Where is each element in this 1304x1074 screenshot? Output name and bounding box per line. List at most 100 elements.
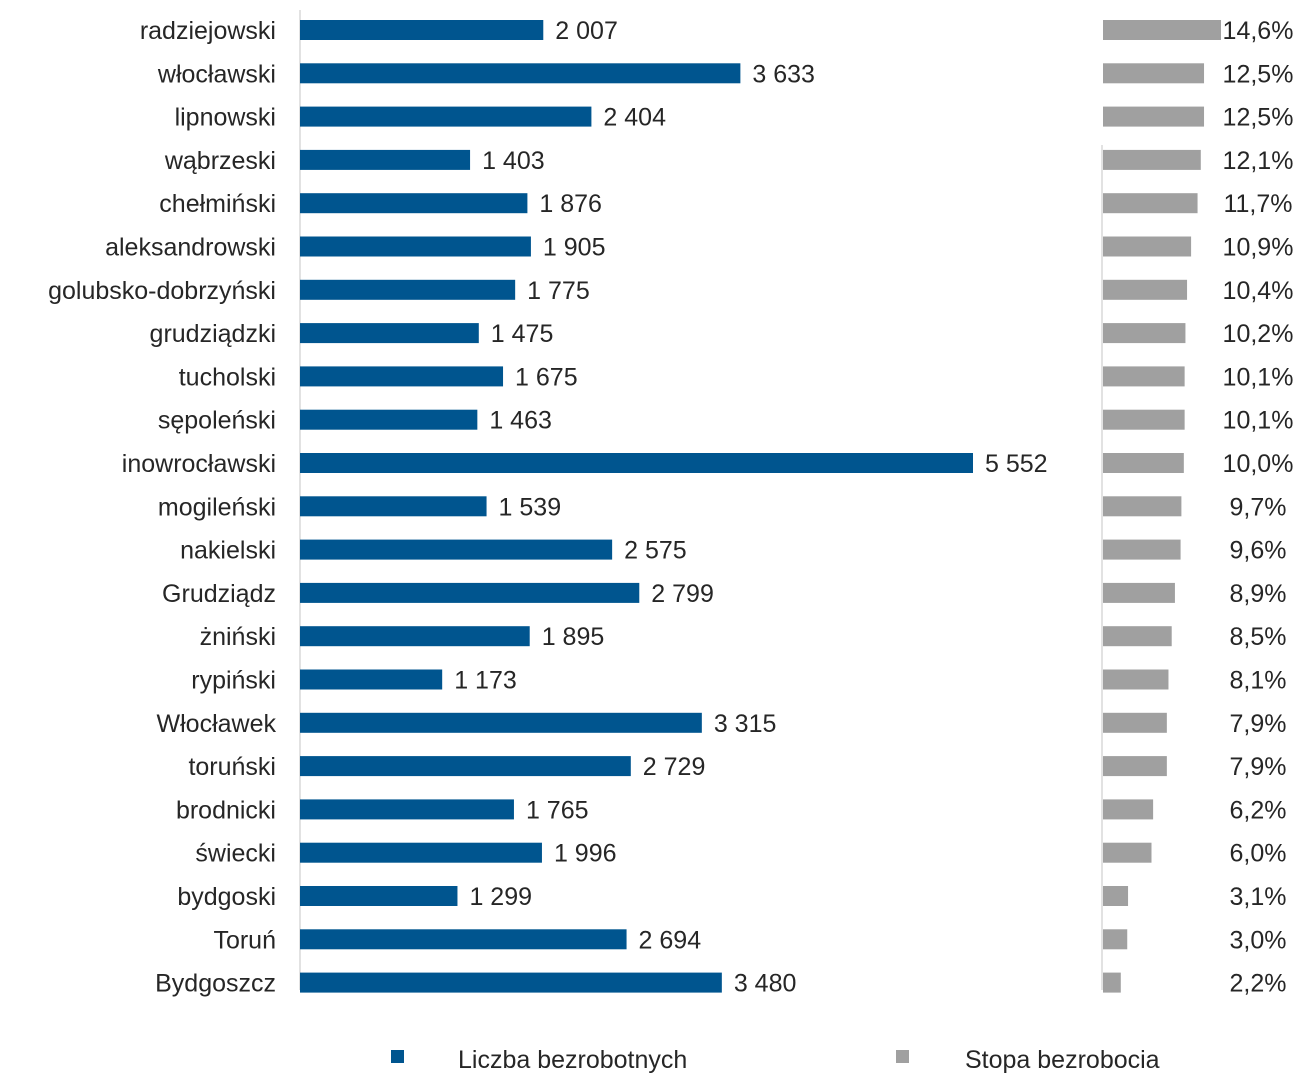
data-label-stopa-bezrobocia: 7,9% bbox=[1230, 753, 1287, 781]
data-label-liczba-bezrobotnych: 3 480 bbox=[734, 970, 797, 998]
data-label-liczba-bezrobotnych: 1 765 bbox=[526, 796, 589, 824]
bar-liczba-bezrobotnych bbox=[300, 972, 722, 993]
data-label-liczba-bezrobotnych: 1 996 bbox=[554, 840, 617, 868]
bar-stopa-bezrobocia bbox=[1103, 149, 1201, 170]
bar-stopa-bezrobocia bbox=[1103, 453, 1184, 473]
data-label-liczba-bezrobotnych: 1 675 bbox=[515, 363, 578, 391]
bar-stopa-bezrobocia bbox=[1103, 929, 1128, 950]
data-label-stopa-bezrobocia: 12,5% bbox=[1223, 60, 1294, 88]
category-label: chełmiński bbox=[159, 190, 276, 218]
category-label: włocławski bbox=[157, 60, 276, 88]
bar-liczba-bezrobotnych bbox=[300, 63, 741, 84]
bar-stopa-bezrobocia bbox=[1103, 626, 1172, 647]
bar-stopa-bezrobocia bbox=[1103, 193, 1198, 214]
category-label: inowrocławski bbox=[122, 450, 276, 478]
bar-liczba-bezrobotnych bbox=[300, 409, 478, 430]
category-label: brodnicki bbox=[176, 796, 276, 824]
bar-liczba-bezrobotnych bbox=[300, 712, 702, 733]
bar-stopa-bezrobocia bbox=[1103, 756, 1167, 777]
category-label: Włocławek bbox=[157, 710, 277, 738]
category-label: bydgoski bbox=[177, 883, 276, 911]
category-label: Bydgoszcz bbox=[155, 970, 276, 998]
bar-stopa-bezrobocia bbox=[1103, 842, 1152, 863]
legend-swatch-liczba bbox=[391, 1050, 404, 1063]
legend-item-liczba: Liczba bezrobotnych bbox=[391, 1046, 687, 1074]
data-label-stopa-bezrobocia: 10,1% bbox=[1223, 407, 1294, 435]
bar-liczba-bezrobotnych bbox=[300, 366, 504, 387]
legend-swatch-stopa bbox=[896, 1050, 909, 1063]
data-label-stopa-bezrobocia: 3,0% bbox=[1230, 926, 1287, 954]
data-label-stopa-bezrobocia: 11,7% bbox=[1223, 190, 1292, 218]
bar-stopa-bezrobocia bbox=[1103, 669, 1169, 690]
bar-liczba-bezrobotnych bbox=[300, 20, 544, 40]
category-label: rypiński bbox=[191, 667, 276, 695]
category-label: nakielski bbox=[180, 537, 276, 565]
legend-label-stopa: Stopa bezrobocia bbox=[965, 1046, 1160, 1074]
bar-liczba-bezrobotnych bbox=[300, 539, 613, 560]
bar-liczba-bezrobotnych bbox=[300, 106, 592, 127]
category-label: Toruń bbox=[213, 926, 276, 954]
data-label-liczba-bezrobotnych: 2 694 bbox=[639, 926, 702, 954]
data-label-stopa-bezrobocia: 7,9% bbox=[1230, 710, 1287, 738]
data-label-stopa-bezrobocia: 3,1% bbox=[1230, 883, 1287, 911]
data-label-liczba-bezrobotnych: 5 552 bbox=[985, 450, 1048, 478]
data-label-liczba-bezrobotnych: 1 895 bbox=[542, 623, 605, 651]
data-label-liczba-bezrobotnych: 2 729 bbox=[643, 753, 706, 781]
data-label-stopa-bezrobocia: 14,6% bbox=[1223, 17, 1294, 45]
bar-liczba-bezrobotnych bbox=[300, 149, 471, 170]
category-label: grudziądzki bbox=[150, 320, 276, 348]
category-label: toruński bbox=[188, 753, 276, 781]
bar-liczba-bezrobotnych bbox=[300, 453, 973, 473]
bar-liczba-bezrobotnych bbox=[300, 279, 516, 300]
data-label-liczba-bezrobotnych: 1 403 bbox=[482, 147, 545, 175]
data-label-liczba-bezrobotnych: 1 905 bbox=[543, 234, 606, 262]
legend: Liczba bezrobotnych Stopa bezrobocia bbox=[391, 1046, 1160, 1074]
bar-stopa-bezrobocia bbox=[1103, 20, 1221, 40]
bar-stopa-bezrobocia bbox=[1103, 323, 1186, 344]
bar-stopa-bezrobocia bbox=[1103, 236, 1192, 257]
bar-stopa-bezrobocia bbox=[1103, 886, 1129, 906]
data-label-liczba-bezrobotnych: 1 775 bbox=[527, 277, 590, 305]
data-label-liczba-bezrobotnych: 3 633 bbox=[752, 60, 815, 88]
bar-liczba-bezrobotnych bbox=[300, 323, 479, 344]
bar-stopa-bezrobocia bbox=[1103, 712, 1167, 733]
data-label-liczba-bezrobotnych: 1 463 bbox=[489, 407, 552, 435]
bar-liczba-bezrobotnych bbox=[300, 582, 640, 603]
data-label-liczba-bezrobotnych: 1 876 bbox=[539, 190, 602, 218]
bars-layer: radziejowski 2 007 14,6% włocławski 3 633 12,… bbox=[48, 17, 1293, 998]
data-label-liczba-bezrobotnych: 2 575 bbox=[624, 537, 687, 565]
data-label-stopa-bezrobocia: 9,7% bbox=[1230, 493, 1287, 521]
bar-liczba-bezrobotnych bbox=[300, 799, 514, 820]
bar-liczba-bezrobotnych bbox=[300, 496, 487, 517]
data-label-liczba-bezrobotnych: 1 173 bbox=[454, 667, 517, 695]
data-label-stopa-bezrobocia: 12,5% bbox=[1223, 104, 1294, 132]
bar-liczba-bezrobotnych bbox=[300, 842, 542, 863]
data-label-stopa-bezrobocia: 8,9% bbox=[1230, 580, 1287, 608]
bar-stopa-bezrobocia bbox=[1103, 409, 1185, 430]
bar-stopa-bezrobocia bbox=[1103, 279, 1188, 300]
bar-liczba-bezrobotnych bbox=[300, 886, 458, 906]
category-label: tucholski bbox=[179, 363, 276, 391]
data-label-stopa-bezrobocia: 12,1% bbox=[1223, 147, 1294, 175]
bar-liczba-bezrobotnych bbox=[300, 236, 531, 257]
data-label-liczba-bezrobotnych: 1 475 bbox=[491, 320, 554, 348]
bar-liczba-bezrobotnych bbox=[300, 193, 528, 214]
bar-liczba-bezrobotnych bbox=[300, 669, 443, 690]
data-label-stopa-bezrobocia: 6,0% bbox=[1230, 840, 1287, 868]
bar-stopa-bezrobocia bbox=[1103, 106, 1205, 127]
legend-label-liczba: Liczba bezrobotnych bbox=[458, 1046, 687, 1074]
bar-stopa-bezrobocia bbox=[1103, 799, 1154, 820]
data-label-liczba-bezrobotnych: 2 799 bbox=[651, 580, 714, 608]
category-label: mogileński bbox=[158, 493, 276, 521]
bar-stopa-bezrobocia bbox=[1103, 366, 1185, 387]
category-label: aleksandrowski bbox=[105, 234, 276, 262]
category-label: wąbrzeski bbox=[164, 147, 276, 175]
data-label-stopa-bezrobocia: 2,2% bbox=[1230, 970, 1287, 998]
legend-item-stopa: Stopa bezrobocia bbox=[896, 1046, 1160, 1074]
bar-stopa-bezrobocia bbox=[1103, 496, 1182, 517]
bar-stopa-bezrobocia bbox=[1103, 582, 1175, 603]
category-label: żniński bbox=[200, 623, 276, 651]
bar-stopa-bezrobocia bbox=[1103, 539, 1181, 560]
bar-stopa-bezrobocia bbox=[1103, 63, 1205, 84]
